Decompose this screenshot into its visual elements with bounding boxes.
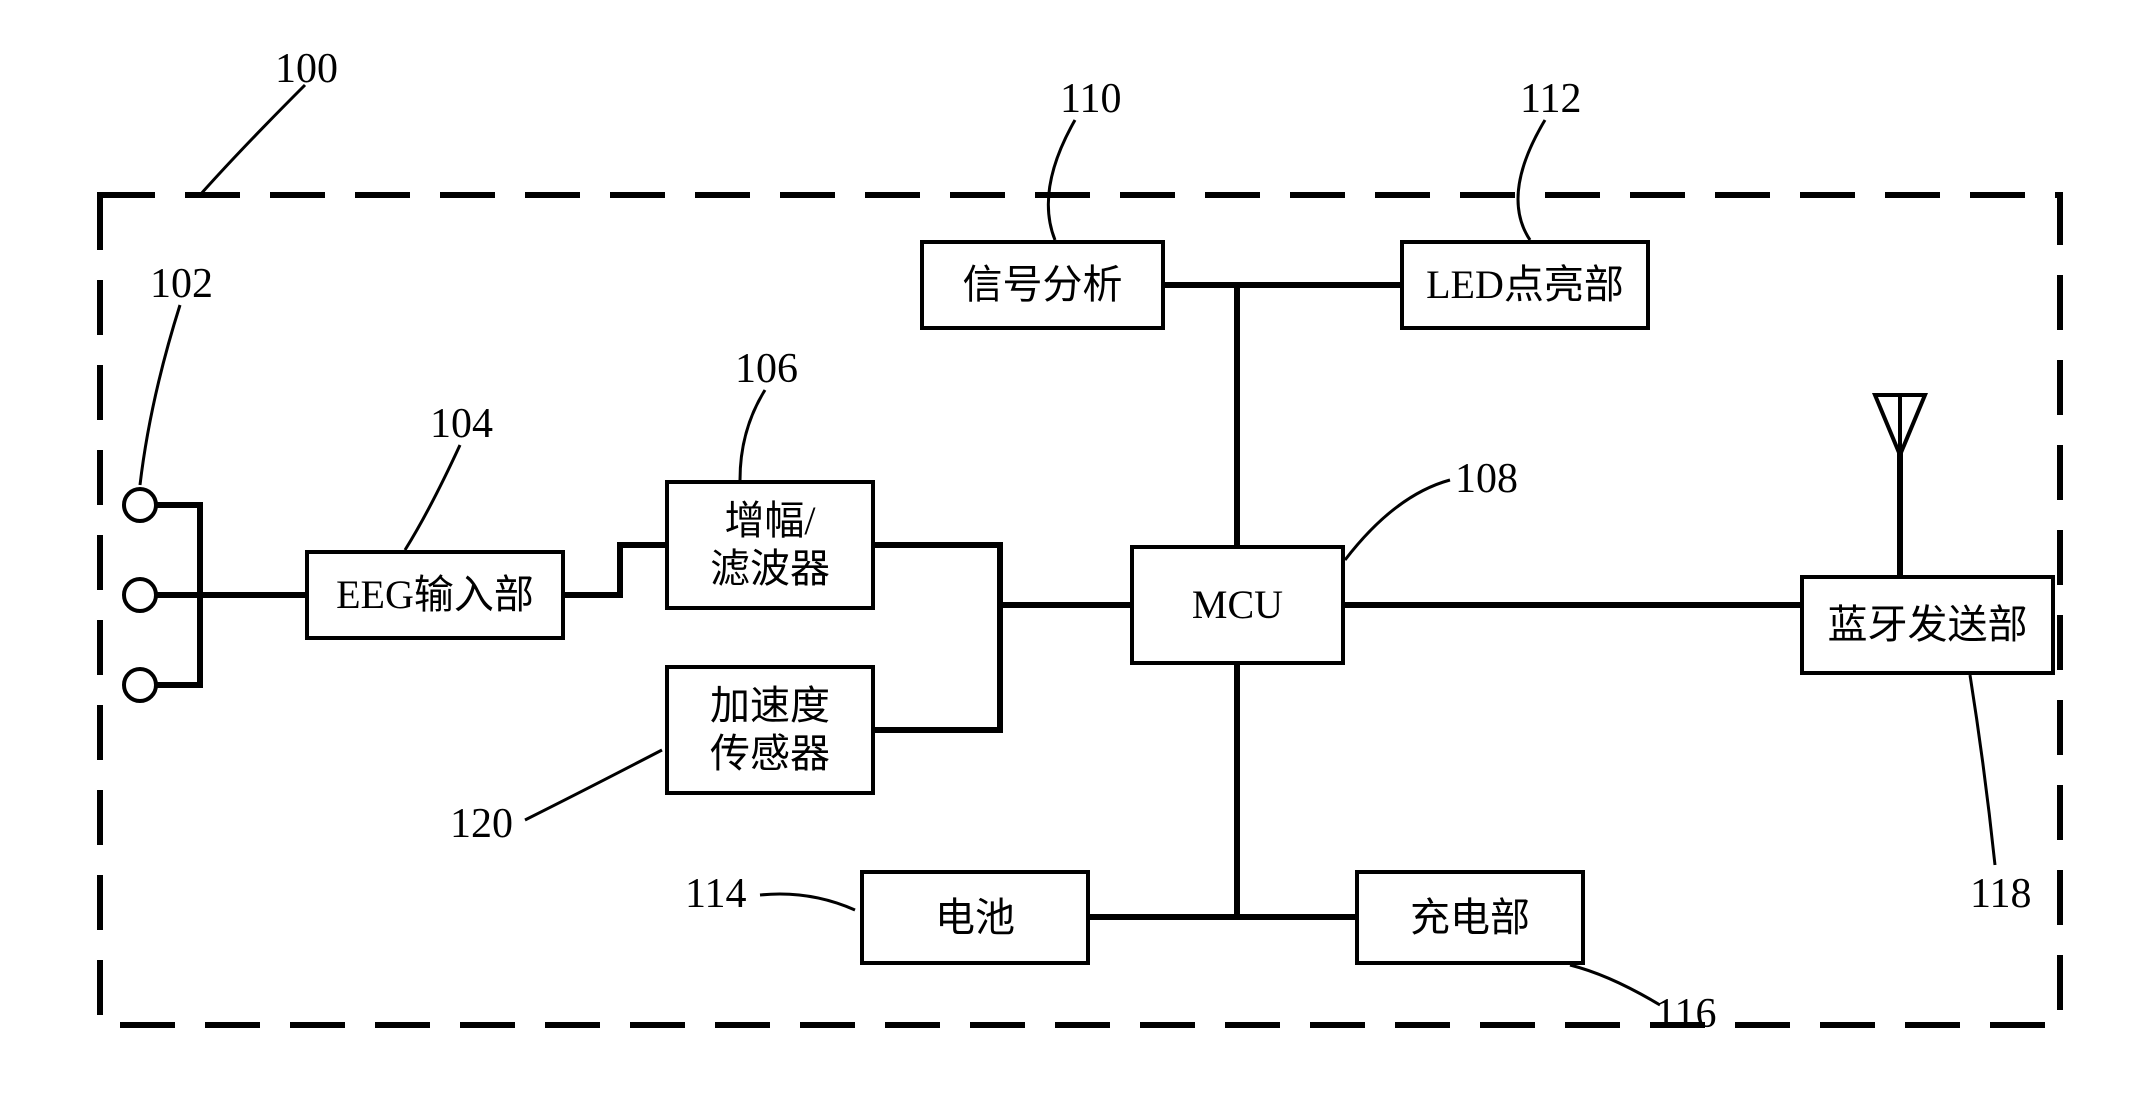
block-label: 加速度 传感器: [710, 682, 830, 778]
block-mcu: MCU: [1130, 545, 1345, 665]
block-eeg-input: EEG输入部: [305, 550, 565, 640]
block-battery: 电池: [860, 870, 1090, 965]
block-label: MCU: [1192, 581, 1283, 629]
ref-label-110: 110: [1060, 75, 1121, 123]
block-charger: 充电部: [1355, 870, 1585, 965]
ref-label-120: 120: [450, 800, 513, 848]
block-label: LED点亮部: [1426, 261, 1624, 309]
block-signal-analysis: 信号分析: [920, 240, 1165, 330]
ref-label-108: 108: [1455, 455, 1518, 503]
block-label: EEG输入部: [336, 571, 534, 619]
ref-label-104: 104: [430, 400, 493, 448]
leader-lines-group: [140, 85, 1995, 1005]
block-accelerometer: 加速度 传感器: [665, 665, 875, 795]
ref-label-106: 106: [735, 345, 798, 393]
diagram-canvas: EEG输入部 增幅/ 滤波器 加速度 传感器 信号分析 LED点亮部 MCU 电…: [0, 0, 2152, 1120]
block-amplifier-filter: 增幅/ 滤波器: [665, 480, 875, 610]
block-label: 信号分析: [963, 261, 1123, 309]
ref-label-100: 100: [275, 45, 338, 93]
block-label: 充电部: [1410, 894, 1530, 942]
block-label: 蓝牙发送部: [1828, 601, 2028, 649]
block-bluetooth-tx: 蓝牙发送部: [1800, 575, 2055, 675]
ref-label-112: 112: [1520, 75, 1581, 123]
block-led-driver: LED点亮部: [1400, 240, 1650, 330]
ref-label-114: 114: [685, 870, 746, 918]
ref-label-102: 102: [150, 260, 213, 308]
block-label: 电池: [935, 894, 1015, 942]
block-label: 增幅/ 滤波器: [710, 497, 830, 593]
input-terminals-group: [124, 489, 156, 701]
ref-label-118: 118: [1970, 870, 2031, 918]
ref-label-116: 116: [1655, 990, 1716, 1038]
antenna-icon: [1875, 395, 1925, 455]
